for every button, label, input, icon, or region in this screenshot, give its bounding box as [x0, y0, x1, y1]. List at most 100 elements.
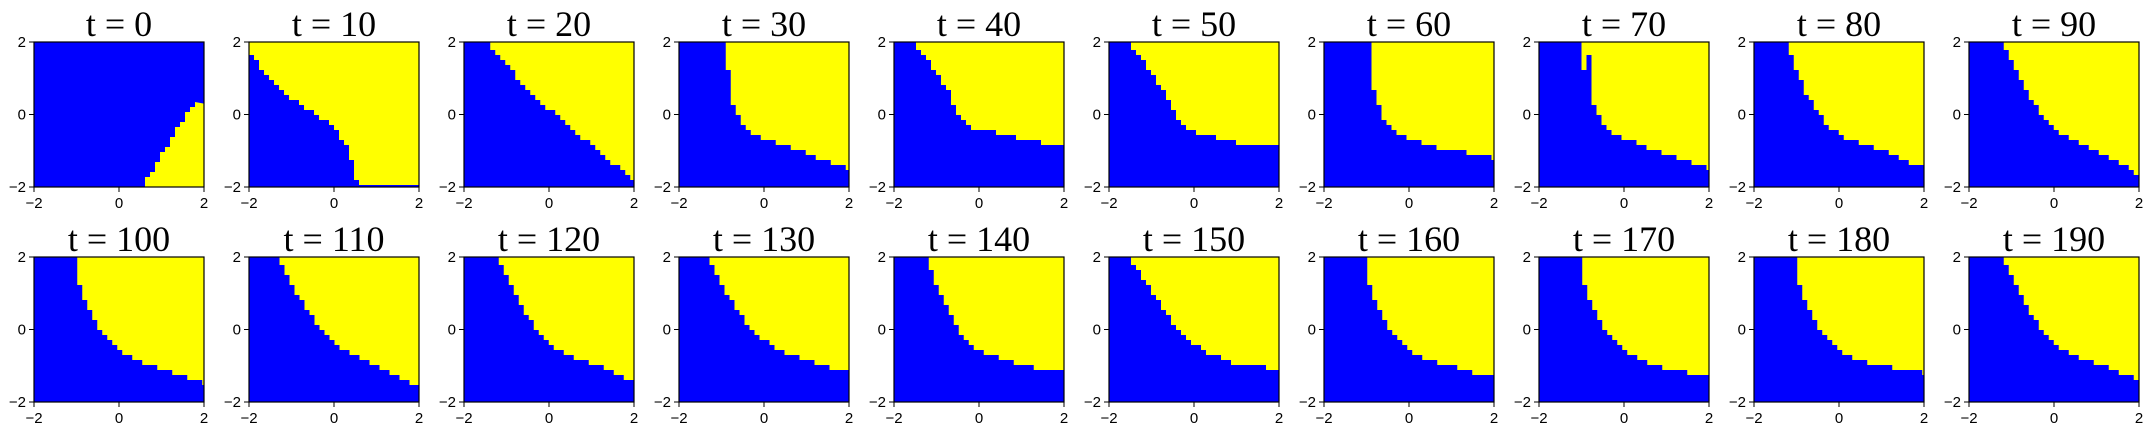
x-tick-label: 2	[2135, 195, 2143, 212]
panel: −2 0 2 −2 0 2 t = 170	[1514, 219, 1713, 427]
y-tick-label: 2	[1308, 249, 1316, 266]
x-tick-label: −2	[1100, 410, 1117, 427]
panel-title: t = 150	[1143, 219, 1245, 259]
y-tick-label: 2	[448, 249, 456, 266]
x-tick-label: −2	[455, 195, 472, 212]
region-class-b	[1126, 257, 1279, 370]
panel: −2 0 2 −2 0 2 t = 0	[9, 4, 208, 212]
x-tick-label: 2	[415, 195, 423, 212]
panel: −2 0 2 −2 0 2 t = 10	[224, 4, 423, 212]
y-tick-label: −2	[1944, 179, 1961, 196]
x-tick-label: 2	[415, 410, 423, 427]
plot-area	[679, 42, 849, 187]
panel: −2 0 2 −2 0 2 t = 140	[869, 219, 1068, 427]
x-tick-label: 2	[1705, 410, 1713, 427]
y-tick-label: −2	[869, 394, 886, 411]
y-tick-label: 2	[663, 249, 671, 266]
x-tick-label: 0	[1835, 410, 1843, 427]
panel-title: t = 0	[86, 4, 152, 44]
y-tick-label: −2	[1514, 394, 1531, 411]
y-tick-label: 2	[1738, 249, 1746, 266]
x-tick-label: 2	[845, 410, 853, 427]
x-tick-label: 0	[975, 410, 983, 427]
x-tick-label: −2	[885, 195, 902, 212]
y-tick-label: 0	[878, 107, 886, 124]
x-tick-label: 2	[1060, 195, 1068, 212]
panel: −2 0 2 −2 0 2 t = 160	[1299, 219, 1498, 427]
panel-title: t = 180	[1788, 219, 1890, 259]
y-tick-label: 0	[663, 107, 671, 124]
panel-title: t = 160	[1358, 219, 1460, 259]
panel-title: t = 10	[292, 4, 376, 44]
panel: −2 0 2 −2 0 2 t = 100	[9, 219, 208, 427]
x-tick-label: 0	[330, 195, 338, 212]
region-class-b	[485, 42, 634, 180]
plot-area	[249, 42, 419, 187]
y-tick-label: −2	[1514, 179, 1531, 196]
panel-title: t = 120	[498, 219, 600, 259]
y-tick-label: −2	[869, 179, 886, 196]
plot-area	[1754, 257, 1924, 402]
x-tick-label: 0	[975, 195, 983, 212]
x-tick-label: −2	[1745, 410, 1762, 427]
y-tick-label: 2	[1308, 34, 1316, 51]
x-tick-label: 2	[1705, 195, 1713, 212]
y-tick-label: 0	[18, 107, 26, 124]
y-tick-label: −2	[439, 179, 456, 196]
plot-area	[1754, 42, 1924, 187]
y-tick-label: −2	[439, 394, 456, 411]
plot-area	[1324, 257, 1494, 402]
region-class-b	[1581, 42, 1709, 170]
x-tick-label: −2	[240, 195, 257, 212]
panel: −2 0 2 −2 0 2 t = 180	[1729, 219, 1928, 427]
panel: −2 0 2 −2 0 2 t = 30	[654, 4, 853, 212]
y-tick-label: 0	[448, 107, 456, 124]
plot-area	[679, 257, 849, 402]
x-tick-label: 0	[1190, 410, 1198, 427]
x-tick-label: 2	[1490, 410, 1498, 427]
x-tick-label: −2	[1530, 410, 1547, 427]
y-tick-label: −2	[224, 179, 241, 196]
x-tick-label: 2	[630, 195, 638, 212]
x-tick-label: −2	[25, 410, 42, 427]
x-tick-label: 0	[1405, 195, 1413, 212]
plot-area	[1969, 257, 2139, 402]
panel-title: t = 100	[68, 219, 170, 259]
y-tick-label: 0	[233, 322, 241, 339]
x-tick-label: 0	[1190, 195, 1198, 212]
panel: −2 0 2 −2 0 2 t = 90	[1944, 4, 2143, 212]
x-tick-label: 0	[115, 195, 123, 212]
plot-area	[894, 257, 1064, 402]
x-tick-label: −2	[1960, 195, 1977, 212]
panel-title: t = 40	[937, 4, 1021, 44]
x-tick-label: 0	[1835, 195, 1843, 212]
y-tick-label: 2	[1953, 34, 1961, 51]
y-tick-label: 0	[878, 322, 886, 339]
panel-title: t = 30	[722, 4, 806, 44]
y-tick-label: −2	[1729, 394, 1746, 411]
y-tick-label: −2	[1084, 394, 1101, 411]
y-tick-label: 0	[18, 322, 26, 339]
x-tick-label: 0	[1405, 410, 1413, 427]
plot-area	[249, 257, 419, 402]
y-tick-label: 0	[663, 322, 671, 339]
y-tick-label: 2	[1093, 34, 1101, 51]
panel-title: t = 50	[1152, 4, 1236, 44]
x-tick-label: 0	[115, 410, 123, 427]
panel-title: t = 170	[1573, 219, 1675, 259]
y-tick-label: 0	[1308, 322, 1316, 339]
panel-title: t = 140	[928, 219, 1030, 259]
plot-area	[1539, 42, 1709, 187]
panel: −2 0 2 −2 0 2 t = 50	[1084, 4, 1283, 212]
x-tick-label: 0	[1620, 410, 1628, 427]
x-tick-label: 2	[200, 195, 208, 212]
plot-area	[34, 42, 204, 187]
plot-area	[1109, 257, 1279, 402]
panel: −2 0 2 −2 0 2 t = 150	[1084, 219, 1283, 427]
region-class-b	[1792, 257, 1924, 375]
plot-area	[894, 42, 1064, 187]
region-class-b	[274, 257, 419, 385]
y-tick-label: −2	[654, 179, 671, 196]
y-tick-label: −2	[1084, 179, 1101, 196]
x-tick-label: −2	[1530, 195, 1547, 212]
